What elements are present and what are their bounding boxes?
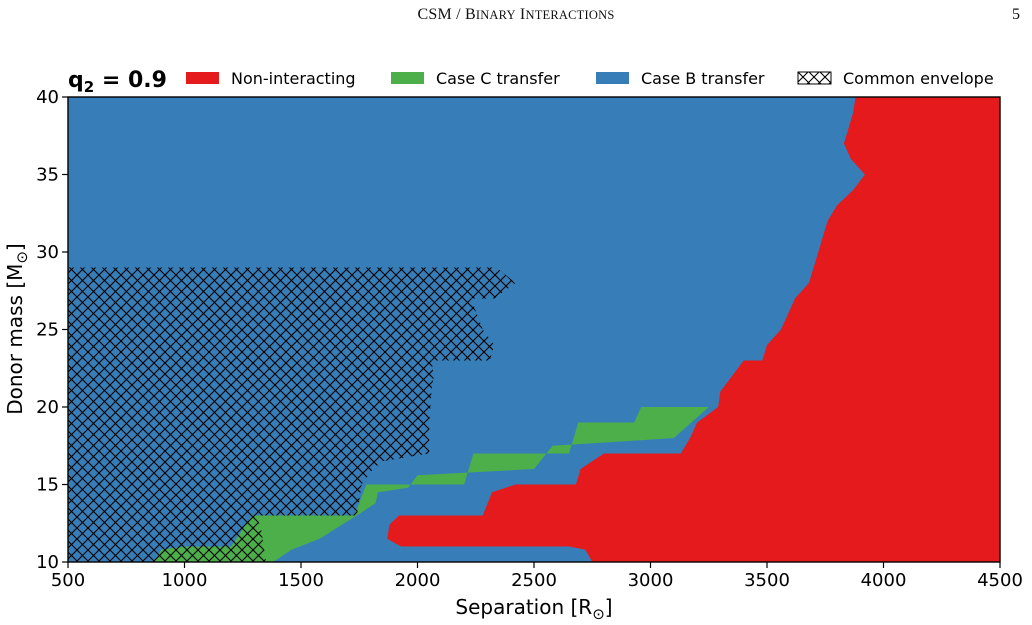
y-axis-label: Donor mass [M⊙] <box>3 243 31 415</box>
x-tick-label: 500 <box>51 570 85 591</box>
y-axis-ticks: 10 15 20 25 30 35 40 <box>36 87 68 573</box>
x-tick-label: 1000 <box>162 570 208 591</box>
y-tick-label: 10 <box>36 552 59 573</box>
y-tick-label: 20 <box>36 397 59 418</box>
legend-swatch <box>391 72 424 84</box>
x-tick-label: 3500 <box>744 570 790 591</box>
legend-label: Non-interacting <box>231 69 356 88</box>
x-tick-label: 4500 <box>977 570 1023 591</box>
x-tick-label: 2500 <box>511 570 557 591</box>
non-interacting-region <box>387 97 1000 562</box>
legend-label: Case C transfer <box>436 69 560 88</box>
y-tick-label: 35 <box>36 165 59 186</box>
legend-swatch <box>797 71 832 85</box>
x-tick-label: 1500 <box>278 570 324 591</box>
y-tick-label: 30 <box>36 242 59 263</box>
running-head: CSM / BINARY INTERACTIONS <box>417 6 615 23</box>
x-axis-ticks: 500 1000 1500 2000 2500 3000 3500 4000 4500 <box>51 562 1023 591</box>
legend-swatch <box>186 72 219 84</box>
x-tick-label: 4000 <box>861 570 907 591</box>
y-tick-label: 40 <box>36 87 59 108</box>
legend-item-non-interacting: Non-interacting <box>186 69 356 88</box>
page-number: 5 <box>1012 6 1020 23</box>
common-envelope-region <box>68 267 516 562</box>
x-tick-label: 3000 <box>628 570 674 591</box>
legend-item-case-b-transfer: Case B transfer <box>596 69 765 88</box>
y-tick-label: 25 <box>36 320 59 341</box>
legend-label: Common envelope <box>843 69 994 88</box>
legend-label: Case B transfer <box>641 69 765 88</box>
x-axis-label: Separation [R⊙] <box>455 595 612 623</box>
legend: Non-interacting Case C transfer Case B tra… <box>186 69 994 88</box>
legend-item-case-c-transfer: Case C transfer <box>391 69 560 88</box>
panel-label: q2 = 0.9 <box>68 68 167 96</box>
case-c-transfer-region <box>154 407 709 562</box>
y-tick-label: 15 <box>36 475 59 496</box>
region-layer <box>68 97 1000 562</box>
legend-item-common-envelope: Common envelope <box>797 69 994 88</box>
binary-interaction-chart: 500 1000 1500 2000 2500 3000 3500 4000 4500 10 15… <box>3 68 1023 623</box>
legend-swatch <box>596 72 629 84</box>
x-tick-label: 2000 <box>395 570 441 591</box>
